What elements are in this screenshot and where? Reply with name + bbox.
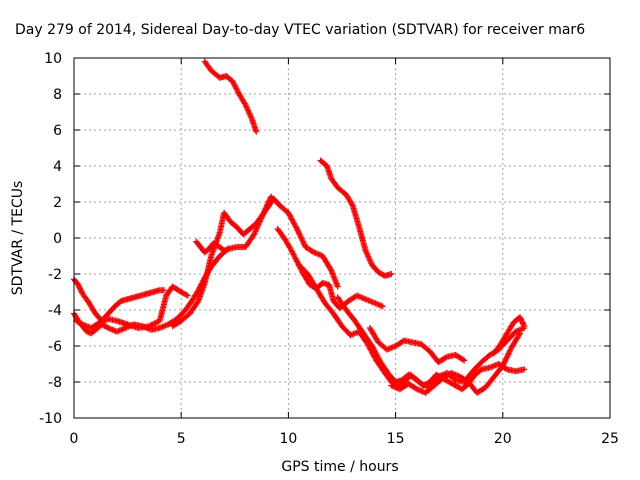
- data-point-marker: [506, 348, 513, 355]
- chart-title: Day 279 of 2014, Sidereal Day-to-day VTE…: [15, 22, 585, 38]
- data-point-marker: [152, 319, 159, 326]
- data-point-marker: [502, 357, 509, 364]
- data-point-marker: [297, 232, 304, 239]
- series-track-k: [366, 325, 468, 366]
- data-points: [71, 58, 528, 396]
- series-track-l: [388, 330, 523, 396]
- y-tick-label: 6: [53, 123, 62, 139]
- x-axis-label: GPS time / hours: [281, 459, 398, 475]
- y-tick-label: 8: [53, 87, 62, 103]
- y-tick-label: -10: [39, 411, 62, 427]
- x-tick-label: 0: [70, 431, 79, 447]
- data-point-marker: [334, 283, 341, 290]
- series-track-d: [169, 195, 341, 330]
- data-point-marker: [78, 320, 85, 327]
- y-axis-label: SDTVAR / TECUs: [10, 181, 26, 296]
- series-track-g: [317, 157, 395, 279]
- data-point-marker: [299, 238, 306, 245]
- y-tick-label: 2: [53, 195, 62, 211]
- y-tick-label: -8: [48, 375, 62, 391]
- data-point-marker: [348, 201, 355, 208]
- data-point-marker: [521, 366, 528, 373]
- data-point-marker: [503, 354, 510, 361]
- data-point-marker: [161, 287, 168, 294]
- data-point-marker: [300, 239, 307, 246]
- data-point-marker: [505, 350, 512, 357]
- data-point-marker: [293, 224, 300, 231]
- data-point-marker: [295, 228, 302, 235]
- y-tick-label: -2: [48, 267, 62, 283]
- data-point-marker: [499, 362, 506, 369]
- data-point-marker: [516, 331, 523, 338]
- x-tick-label: 5: [177, 431, 186, 447]
- data-point-marker: [309, 248, 316, 255]
- data-point-marker: [151, 320, 158, 327]
- data-point-marker: [184, 292, 191, 299]
- y-tick-label: 10: [44, 51, 62, 67]
- data-point-marker: [154, 319, 161, 326]
- data-point-marker: [501, 358, 508, 365]
- series-track-e: [193, 238, 232, 256]
- data-point-marker: [442, 354, 449, 361]
- y-tick-label: 4: [53, 159, 62, 175]
- data-point-marker: [148, 321, 155, 328]
- data-point-marker: [194, 299, 201, 306]
- data-point-marker: [379, 303, 386, 310]
- data-point-marker: [104, 324, 111, 331]
- data-point-marker: [183, 291, 190, 298]
- data-point-marker: [521, 323, 528, 330]
- series-track-m: [491, 314, 528, 357]
- x-tick-label: 15: [387, 431, 405, 447]
- data-point-marker: [253, 128, 260, 135]
- data-point-marker: [301, 241, 308, 248]
- data-point-marker: [295, 230, 302, 237]
- tick-labels: 0 5 10 15 20 25 -10 -8 -6 -4 -2 0 2 4 6 8 10: [39, 51, 619, 447]
- series-track-c: [73, 283, 191, 331]
- data-point-marker: [299, 237, 306, 244]
- data-point-marker: [150, 321, 157, 328]
- data-point-marker: [146, 323, 153, 330]
- data-point-marker: [505, 351, 512, 358]
- data-point-marker: [503, 355, 510, 362]
- y-tick-label: 0: [53, 231, 62, 247]
- data-point-marker: [298, 235, 305, 242]
- data-point-marker: [225, 245, 232, 252]
- data-point-marker: [412, 385, 419, 392]
- data-point-marker: [147, 322, 154, 329]
- x-tick-label: 10: [279, 431, 297, 447]
- data-point-marker: [507, 347, 514, 354]
- data-point-marker: [327, 266, 334, 273]
- data-point-marker: [459, 356, 466, 363]
- x-tick-label: 25: [601, 431, 619, 447]
- x-tick-label: 20: [494, 431, 512, 447]
- grid-lines: [74, 58, 610, 418]
- data-point-marker: [501, 360, 508, 367]
- data-point-marker: [461, 357, 468, 364]
- data-point-marker: [293, 226, 300, 232]
- data-point-marker: [520, 321, 527, 328]
- data-point-marker: [296, 231, 303, 238]
- data-point-marker: [95, 320, 102, 327]
- series-track-f: [201, 58, 260, 135]
- data-point-marker: [504, 353, 511, 360]
- data-point-marker: [516, 330, 523, 337]
- y-tick-label: -6: [48, 339, 62, 355]
- data-point-marker: [297, 234, 304, 241]
- plot-frame: [73, 57, 611, 419]
- data-point-marker: [388, 271, 395, 277]
- y-tick-label: -4: [48, 303, 62, 319]
- data-point-marker: [294, 227, 301, 234]
- data-point-marker: [500, 361, 507, 368]
